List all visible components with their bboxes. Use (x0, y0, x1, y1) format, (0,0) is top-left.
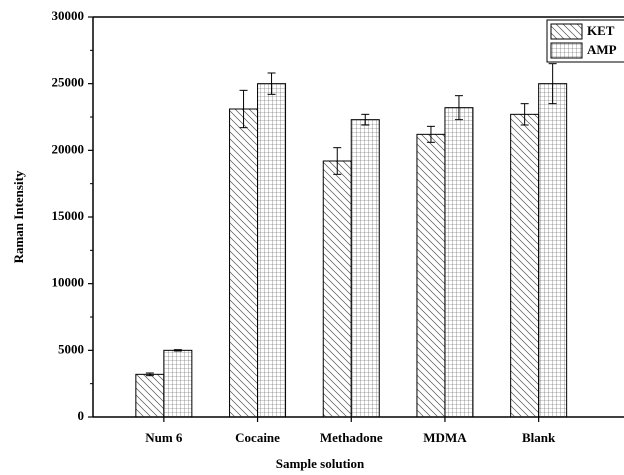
error-bar (267, 72, 276, 95)
y-tick-label: 5000 (58, 341, 84, 356)
x-tick-label: Num 6 (145, 430, 183, 445)
error-bar (520, 103, 529, 126)
bar (322, 160, 352, 418)
x-tick-label: MDMA (423, 430, 467, 445)
error-bar (173, 349, 182, 352)
bar (416, 133, 446, 418)
y-tick-label: 20000 (52, 141, 85, 156)
error-bar (145, 372, 154, 377)
legend-swatch (550, 42, 583, 59)
bar (538, 83, 568, 418)
bar (350, 119, 380, 418)
error-bar (548, 63, 557, 105)
x-axis-label: Sample solution (276, 456, 365, 471)
bar (510, 113, 540, 418)
y-tick-label: 10000 (52, 275, 85, 290)
bar (163, 349, 193, 418)
x-tick-label: Cocaine (235, 430, 280, 445)
bar (135, 373, 165, 418)
y-tick-label: 0 (78, 408, 85, 423)
error-bar (426, 125, 435, 143)
x-tick-label: Blank (522, 430, 556, 445)
legend-swatch (550, 23, 583, 40)
y-axis-label: Raman Intensity (11, 170, 26, 263)
error-bar (454, 95, 463, 121)
error-bar (361, 113, 370, 126)
y-tick-label: 15000 (52, 208, 85, 223)
y-tick-label: 30000 (52, 8, 85, 23)
legend-label: AMP (587, 42, 617, 57)
x-tick-label: Methadone (320, 430, 383, 445)
bar (257, 83, 287, 418)
legend-label: KET (587, 23, 615, 38)
error-bar (333, 147, 342, 175)
y-tick-label: 25000 (52, 75, 85, 90)
bar (444, 107, 474, 418)
bar (229, 108, 259, 418)
error-bar (239, 89, 248, 129)
